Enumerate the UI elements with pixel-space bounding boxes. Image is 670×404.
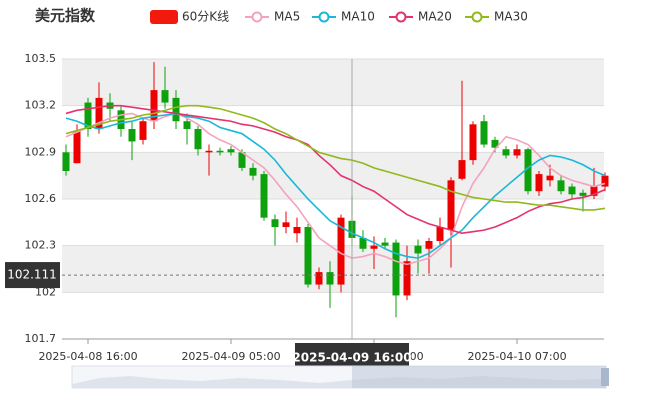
candle-body (337, 217, 345, 285)
y-tick-label: 103.5 (25, 52, 57, 65)
legend-label: 60分K线 (182, 10, 229, 24)
candle-body (183, 121, 191, 129)
crosshair-y-box (5, 262, 60, 289)
candle-body (370, 245, 378, 249)
x-tick-label: 2025-04-08 16:00 (38, 350, 137, 363)
candle-body (282, 222, 290, 227)
candle-body (161, 90, 169, 103)
candle-body (557, 180, 565, 192)
candle-body (205, 150, 213, 153)
candle-body (326, 272, 334, 285)
ma-line (65, 104, 606, 211)
candle-body (315, 272, 323, 285)
legend-label: MA20 (418, 10, 452, 24)
candle-body (513, 149, 521, 156)
candle-body (403, 261, 411, 296)
legend-dot (318, 11, 330, 23)
chart-title: 美元指数 (35, 7, 96, 25)
candle-body (436, 227, 444, 241)
y-tick-label: 101.7 (25, 332, 57, 345)
candle-body (579, 192, 587, 196)
candle-body (95, 97, 103, 129)
candle-body (458, 160, 466, 179)
candle-body (480, 121, 488, 145)
candle-body (491, 139, 499, 148)
legend-dot (471, 11, 483, 23)
zoom-slider[interactable] (71, 365, 609, 389)
candle-body (568, 186, 576, 195)
candle-body (62, 152, 70, 171)
candle-body (73, 130, 81, 164)
candle-body (194, 129, 202, 150)
legend-dot (251, 11, 263, 23)
legend-swatch (150, 10, 178, 24)
candle-body (293, 227, 301, 234)
slider-handle[interactable] (601, 368, 609, 386)
candle-body (546, 175, 554, 181)
x-tick-label: 2025-04-09 05:00 (181, 350, 280, 363)
y-tick-label: 103.2 (25, 99, 57, 112)
candle-body (227, 149, 235, 153)
legend-label: MA10 (341, 10, 375, 24)
candle-body (249, 167, 257, 176)
candle-body (260, 174, 268, 218)
grid-band (62, 59, 604, 106)
candle-body (447, 180, 455, 231)
candle-body (304, 227, 312, 285)
crosshair-y-label: 102.111 (7, 268, 57, 282)
candle-body (128, 129, 136, 142)
y-tick-label: 102.9 (25, 145, 57, 158)
candle-body (425, 241, 433, 249)
legend-label: MA30 (494, 10, 528, 24)
candle-body (392, 242, 400, 296)
candle-body (216, 150, 224, 153)
candle-body (84, 102, 92, 129)
candle-body (590, 186, 598, 196)
candle-body (535, 174, 543, 192)
y-tick-label: 102 (35, 285, 56, 298)
grid-band (62, 245, 604, 293)
legend-label: MA5 (274, 10, 300, 24)
candle-body (139, 121, 147, 140)
candle-body (414, 245, 422, 254)
crosshair-x-label: 2025-04-09 16:00 (292, 351, 411, 365)
candle-body (150, 90, 158, 122)
candle-body (238, 152, 246, 168)
candle-body (359, 237, 367, 249)
ma-line (65, 112, 606, 259)
legend-dot (395, 11, 407, 23)
x-tick-label: 2025-04-10 07:00 (467, 350, 566, 363)
candle-body (381, 242, 389, 246)
candle-body (601, 175, 609, 187)
grid-band (62, 152, 604, 199)
candle-body (524, 149, 532, 192)
candle-body (469, 124, 477, 161)
candle-body (271, 219, 279, 227)
y-tick-label: 102.3 (25, 239, 57, 252)
y-tick-label: 102.6 (25, 192, 57, 205)
ma-line (65, 104, 606, 235)
candle-body (172, 97, 180, 122)
ma-line (65, 112, 606, 266)
slider-window[interactable] (352, 366, 606, 388)
candle-body (502, 149, 510, 156)
